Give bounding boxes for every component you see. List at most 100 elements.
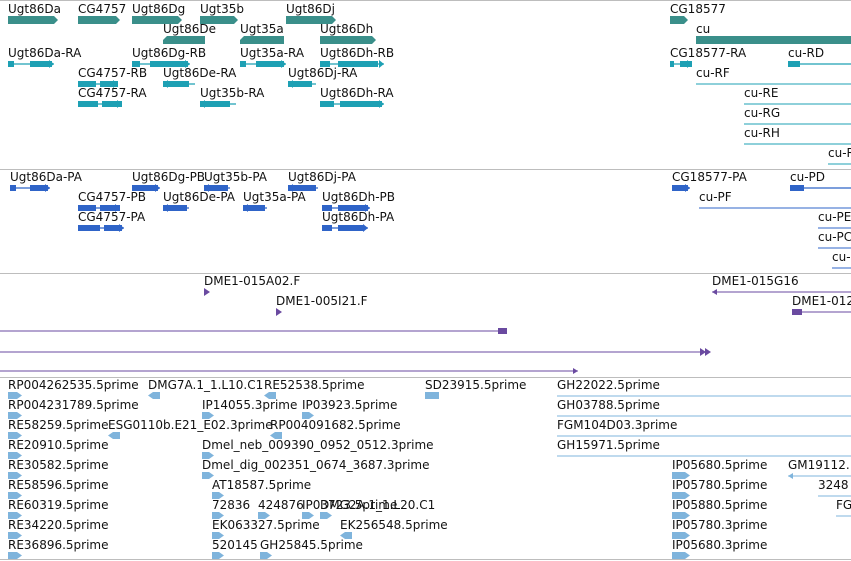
protein-feature[interactable] <box>10 184 50 192</box>
est-feature[interactable] <box>270 432 282 439</box>
est-feature[interactable] <box>212 552 224 559</box>
transcript-label[interactable]: Ugt86Da-RA <box>8 46 82 60</box>
clone-feature[interactable] <box>276 308 284 316</box>
est-label[interactable]: GH15971.5prime <box>557 438 660 452</box>
protein-label[interactable]: cu-PF <box>699 190 732 204</box>
clone-feature[interactable] <box>0 367 578 375</box>
est-label[interactable]: RE20910.5prime <box>8 438 109 452</box>
est-label[interactable]: IP05680.5prime <box>672 458 768 472</box>
est-label[interactable]: RE34220.5prime <box>8 518 109 532</box>
est-label[interactable]: Dmel_neb_009390_0952_0512.3prime <box>202 438 434 452</box>
protein-label[interactable]: CG4757-PA <box>78 210 146 224</box>
protein-feature[interactable] <box>163 204 189 212</box>
gene-feature[interactable] <box>200 16 238 24</box>
transcript-label[interactable]: cu-RE <box>744 86 779 100</box>
protein-label[interactable]: Ugt35b-PA <box>204 170 267 184</box>
est-feature[interactable] <box>202 452 214 459</box>
est-feature[interactable] <box>264 392 276 399</box>
protein-label[interactable]: cu-PG <box>832 250 851 264</box>
est-label[interactable]: GH22022.5prime <box>557 378 660 392</box>
clone-feature[interactable] <box>792 308 851 316</box>
transcript-feature[interactable] <box>163 80 195 88</box>
transcript-label[interactable]: Ugt35b-RA <box>200 86 265 100</box>
est-feature[interactable] <box>557 452 851 460</box>
est-feature[interactable] <box>8 512 22 519</box>
est-label[interactable]: IP03723.5prime <box>302 498 398 512</box>
clone-label[interactable]: DME1-015G16 <box>712 274 799 288</box>
est-label[interactable]: GH25845.5prime <box>260 538 363 552</box>
clone-label[interactable]: DME1-015A02.F <box>204 274 301 288</box>
gene-feature[interactable] <box>240 36 284 44</box>
est-label[interactable]: DMG2A.1_1.L20.C1 <box>320 498 436 512</box>
protein-feature[interactable] <box>790 184 851 192</box>
transcript-feature[interactable] <box>78 80 118 88</box>
gene-feature[interactable] <box>286 16 336 24</box>
est-feature[interactable] <box>8 412 22 419</box>
est-feature[interactable] <box>340 532 352 539</box>
protein-label[interactable]: CG4757-PB <box>78 190 147 204</box>
est-feature[interactable] <box>8 432 22 439</box>
est-label[interactable]: 424876 <box>258 498 304 512</box>
est-label[interactable]: EK063327.5prime <box>212 518 320 532</box>
transcript-feature[interactable] <box>670 60 692 68</box>
protein-label[interactable]: Ugt35a-PA <box>243 190 306 204</box>
est-feature[interactable] <box>788 472 851 480</box>
transcript-label[interactable]: cu-RF <box>696 66 730 80</box>
est-label[interactable]: EK256548.5prime <box>340 518 448 532</box>
gene-feature[interactable] <box>132 16 182 24</box>
gene-label[interactable]: Ugt86Da <box>8 2 61 16</box>
transcript-label[interactable]: cu-RG <box>744 106 781 120</box>
transcript-label[interactable]: cu-RH <box>744 126 780 140</box>
protein-label[interactable]: cu-PE <box>818 210 851 224</box>
transcript-feature[interactable] <box>744 140 851 148</box>
transcript-feature[interactable] <box>320 100 384 108</box>
est-label[interactable]: FG <box>836 498 851 512</box>
est-label[interactable]: Dmel_dig_002351_0674_3687.3prime <box>202 458 430 472</box>
est-feature[interactable] <box>818 492 851 500</box>
protein-label[interactable]: Ugt86De-PA <box>163 190 236 204</box>
transcript-label[interactable]: CG18577-RA <box>670 46 747 60</box>
protein-label[interactable]: cu-PD <box>790 170 826 184</box>
protein-label[interactable]: Ugt86Dg-PB <box>132 170 206 184</box>
est-feature[interactable] <box>672 512 690 519</box>
est-label[interactable]: GM19112. <box>788 458 850 472</box>
protein-feature[interactable] <box>204 184 230 192</box>
est-label[interactable]: IP05780.3prime <box>672 518 768 532</box>
transcript-feature[interactable] <box>8 60 54 68</box>
est-feature[interactable] <box>302 512 314 519</box>
protein-label[interactable]: cu-PC <box>818 230 851 244</box>
est-feature[interactable] <box>672 552 690 559</box>
est-label[interactable]: SD23915.5prime <box>425 378 527 392</box>
transcript-feature[interactable] <box>744 120 851 128</box>
transcript-label[interactable]: Ugt86De-RA <box>163 66 237 80</box>
protein-label[interactable]: Ugt86Dh-PA <box>322 210 395 224</box>
gene-feature[interactable] <box>78 16 120 24</box>
gene-feature[interactable] <box>8 16 58 24</box>
clone-feature[interactable] <box>0 348 712 356</box>
gene-label[interactable]: Ugt35a <box>240 22 284 36</box>
est-feature[interactable] <box>672 472 690 479</box>
transcript-label[interactable]: Ugt86Dh-RA <box>320 86 394 100</box>
est-label[interactable]: IP05780.5prime <box>672 478 768 492</box>
protein-feature[interactable] <box>243 204 267 212</box>
transcript-feature[interactable] <box>132 60 190 68</box>
est-feature[interactable] <box>557 412 851 420</box>
est-label[interactable]: 3248 <box>818 478 849 492</box>
transcript-feature[interactable] <box>828 160 851 168</box>
protein-label[interactable]: Ugt86Da-PA <box>10 170 82 184</box>
protein-feature[interactable] <box>672 184 690 192</box>
est-feature[interactable] <box>108 432 120 439</box>
protein-feature[interactable] <box>322 224 368 232</box>
protein-feature[interactable] <box>288 184 318 192</box>
gene-label[interactable]: cu <box>696 22 711 36</box>
est-feature[interactable] <box>202 472 214 479</box>
est-feature[interactable] <box>425 392 439 399</box>
transcript-label[interactable]: cu-RD <box>788 46 825 60</box>
protein-feature[interactable] <box>78 224 124 232</box>
est-label[interactable]: RE52538.5prime <box>264 378 365 392</box>
transcript-feature[interactable] <box>78 100 122 108</box>
transcript-feature[interactable] <box>320 60 384 68</box>
protein-feature[interactable] <box>818 224 851 232</box>
protein-feature[interactable] <box>78 204 120 212</box>
